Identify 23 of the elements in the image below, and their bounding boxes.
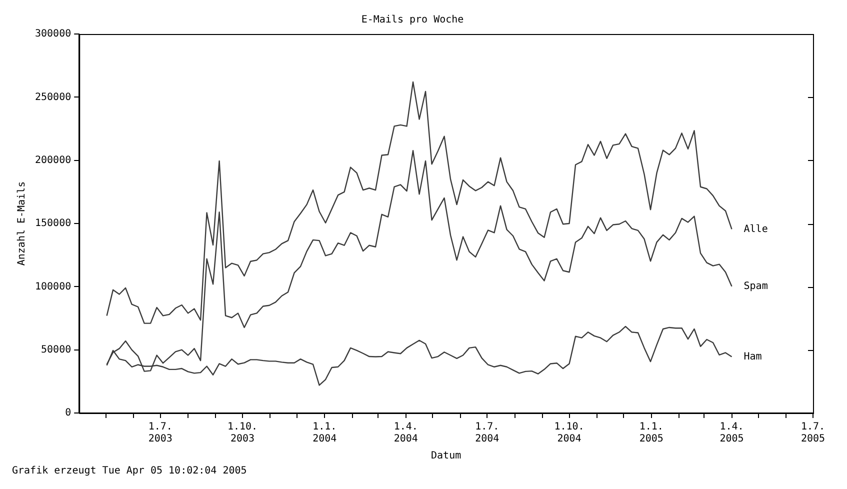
y-tick-label: 0 <box>65 408 72 419</box>
x-tick-label: 1.4. 2004 <box>394 422 418 445</box>
text: Grafik erzeugt Tue Apr 05 10:02:04 2005 <box>12 466 247 477</box>
y-tick-label: 100000 <box>35 281 72 292</box>
chart-title: E-Mails pro Woche <box>361 14 464 26</box>
series-label: Spam <box>744 281 768 292</box>
y-tick-label: 250000 <box>35 92 72 103</box>
y-axis-title: Anzahl E-Mails <box>16 181 28 266</box>
series-label: Ham <box>744 351 762 362</box>
y-tick-label: 50000 <box>41 344 72 356</box>
x-tick-label: 1.1. 2005 <box>639 422 664 445</box>
x-tick-label: 1.7. 2004 <box>475 422 500 445</box>
x-axis-title: Datum <box>431 450 462 462</box>
y-tick-label: 300000 <box>35 28 72 40</box>
x-tick-label: 1.7. 2003 <box>148 422 172 445</box>
series-label: Alle <box>744 224 768 235</box>
x-tick-label: 1.7. 2005 <box>800 422 826 445</box>
x-tick-label: 1.1. 2004 <box>312 422 337 445</box>
y-tick-label: 200000 <box>35 154 72 166</box>
x-tick-label: 1.4. 2005 <box>720 422 744 445</box>
x-tick-label: 1.10. 2004 <box>554 422 584 445</box>
y-tick-label: 150000 <box>35 218 72 230</box>
x-tick-label: 1.10. 2003 <box>227 422 258 445</box>
